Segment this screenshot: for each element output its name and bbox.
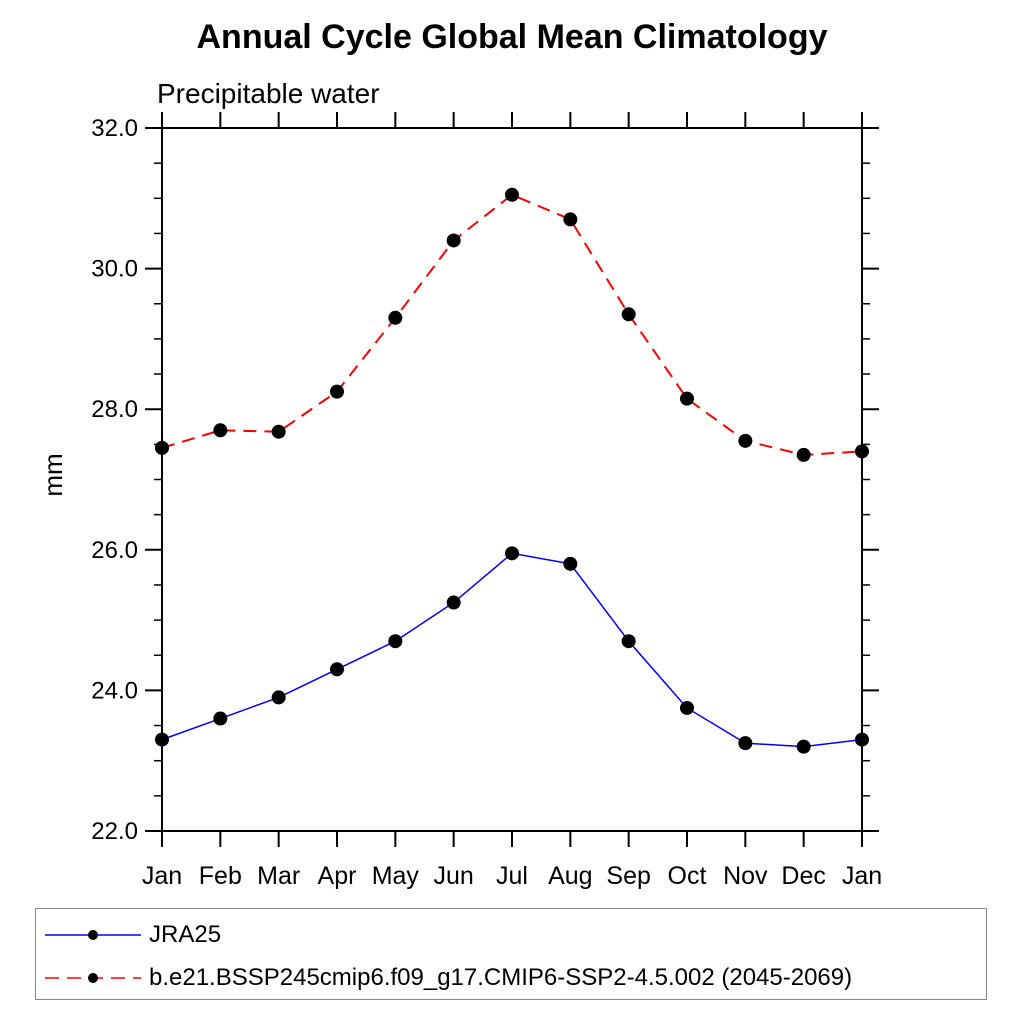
x-tick-label: Jan [142, 862, 182, 890]
data-point-marker [505, 546, 519, 561]
chart-subtitle: Precipitable water [157, 78, 380, 109]
chart-title: Annual Cycle Global Mean Climatology [197, 18, 828, 56]
data-point-marker [330, 662, 344, 677]
y-tick-label: 22.0 [91, 818, 138, 845]
y-tick-label: 24.0 [91, 677, 138, 704]
data-point-marker [621, 634, 636, 649]
axes-layer: 22.0 24.0 26.0 28.0 30.0 32.0 Jan Feb Mar Apr May J… [91, 112, 882, 890]
x-tick-label: Nov [723, 862, 768, 890]
x-tick-label: Oct [668, 862, 707, 890]
data-point-marker [271, 424, 286, 439]
data-point-marker [738, 433, 753, 448]
plot-frame [161, 127, 863, 832]
x-tick-label: Jan [842, 862, 882, 890]
y-tick-label: 28.0 [91, 396, 138, 423]
legend-label: JRA25 [149, 921, 222, 948]
x-tick-label: Sep [606, 862, 650, 890]
series-layer [155, 187, 869, 754]
data-point-marker [563, 556, 578, 571]
data-point-marker [330, 384, 344, 399]
data-point-marker [155, 440, 169, 455]
data-point-marker [388, 634, 403, 649]
data-point-marker [796, 447, 811, 462]
data-point-marker [796, 739, 811, 754]
data-point-marker [855, 732, 869, 747]
data-point-marker [505, 187, 519, 202]
y-tick-label: 32.0 [91, 115, 138, 142]
data-point-marker [213, 423, 228, 438]
y-tick-label: 26.0 [91, 537, 138, 564]
data-point-marker [738, 736, 753, 751]
data-point-marker [563, 212, 578, 227]
x-tick-label: Apr [318, 862, 357, 890]
legend: JRA25 b.e21.BSSP245cmip6.f09_g17.CMIP6-S… [35, 908, 987, 1000]
data-point-marker [446, 233, 461, 248]
y-tick-label: 30.0 [91, 256, 138, 283]
data-point-marker [155, 732, 169, 747]
data-point-marker [271, 690, 286, 705]
x-tick-label: Aug [548, 862, 592, 890]
data-point-marker [213, 711, 228, 726]
x-tick-label: Dec [781, 862, 825, 890]
x-tick-label: Mar [257, 862, 300, 890]
data-point-marker [621, 307, 636, 322]
data-point-marker [680, 391, 694, 406]
jra25-line-sample-icon [45, 930, 141, 940]
series-line-1 [161, 193, 863, 456]
data-point-marker [680, 700, 694, 715]
data-point-marker [855, 444, 869, 459]
series-line-0 [161, 552, 863, 748]
marker-dot-icon [88, 973, 98, 983]
marker-dot-icon [88, 930, 98, 940]
x-tick-label: Jul [496, 862, 528, 890]
x-tick-label: May [372, 862, 420, 890]
legend-label: b.e21.BSSP245cmip6.f09_g17.CMIP6-SSP2-4.… [149, 964, 853, 991]
y-axis-label: mm [38, 453, 68, 496]
data-point-marker [446, 595, 461, 610]
x-tick-label: Jun [434, 862, 474, 890]
data-point-marker [388, 310, 403, 325]
legend-entry-jra25: JRA25 [41, 923, 221, 947]
x-tick-label: Feb [199, 862, 242, 890]
legend-entry-model: b.e21.BSSP245cmip6.f09_g17.CMIP6-SSP2-4.… [41, 966, 852, 990]
model-dashed-line-sample-icon [45, 973, 141, 983]
